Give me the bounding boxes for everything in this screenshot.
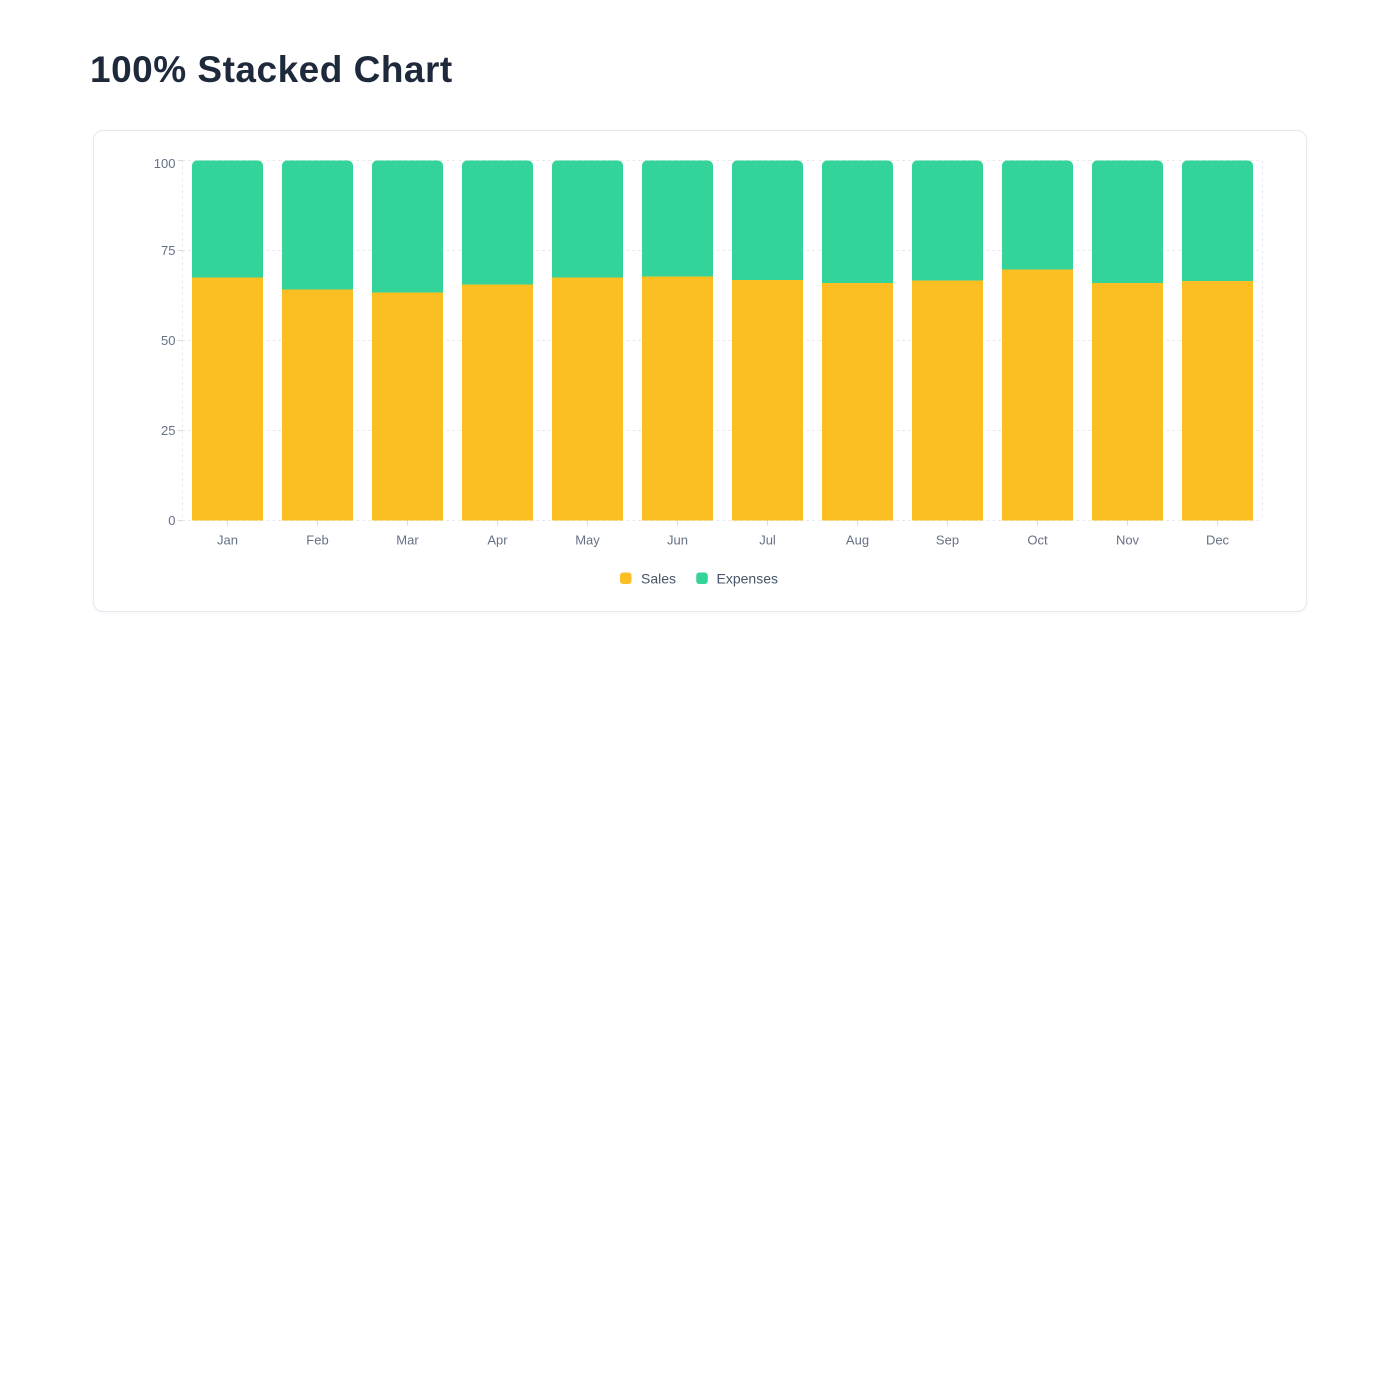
svg-text:Nov: Nov <box>1116 533 1140 548</box>
svg-text:Apr: Apr <box>487 533 508 548</box>
svg-text:Aug: Aug <box>846 533 869 548</box>
svg-text:100: 100 <box>154 156 176 171</box>
svg-text:0: 0 <box>168 513 175 528</box>
svg-text:Dec: Dec <box>1206 533 1230 548</box>
svg-text:Feb: Feb <box>306 533 328 548</box>
svg-text:Jun: Jun <box>667 533 688 548</box>
svg-text:Sales: Sales <box>641 570 676 586</box>
svg-text:Oct: Oct <box>1027 533 1048 548</box>
svg-text:75: 75 <box>161 243 175 258</box>
svg-text:25: 25 <box>161 423 175 438</box>
svg-text:Jan: Jan <box>217 533 238 548</box>
svg-text:Mar: Mar <box>396 533 419 548</box>
svg-text:Sep: Sep <box>936 533 959 548</box>
svg-text:Expenses: Expenses <box>717 570 778 586</box>
svg-text:May: May <box>575 533 600 548</box>
svg-text:50: 50 <box>161 333 175 348</box>
svg-text:Jul: Jul <box>759 533 776 548</box>
